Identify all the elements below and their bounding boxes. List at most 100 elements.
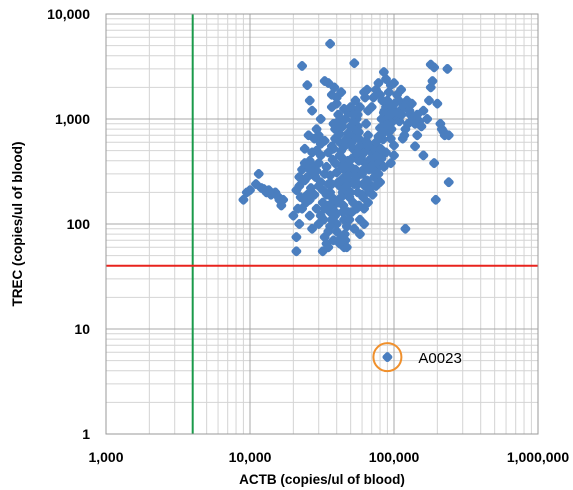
data-point	[291, 232, 302, 243]
annotation-circle	[372, 342, 403, 373]
data-point	[297, 203, 308, 214]
data-point	[396, 109, 407, 120]
data-point	[397, 133, 408, 144]
data-point	[299, 143, 310, 154]
data-point	[352, 179, 363, 190]
data-point	[337, 207, 348, 217]
data-point	[350, 95, 361, 106]
y-tick-label: 10	[74, 321, 90, 337]
data-point	[336, 87, 347, 98]
data-point	[443, 130, 454, 141]
x-tick-label: 1,000,000	[507, 449, 569, 465]
data-point	[378, 67, 389, 77]
data-point	[400, 223, 411, 234]
data-point	[377, 95, 388, 106]
data-point	[333, 109, 344, 120]
data-point	[430, 194, 441, 205]
x-tick-label: 100,000	[369, 449, 420, 465]
data-point	[326, 179, 337, 190]
data-point	[323, 242, 334, 253]
data-point	[313, 219, 324, 229]
data-point	[336, 192, 347, 203]
data-point	[245, 185, 255, 196]
data-point	[354, 214, 365, 225]
data-point	[382, 352, 393, 363]
data-point	[311, 124, 322, 135]
data-point	[373, 168, 384, 179]
data-point	[307, 147, 318, 158]
data-point	[253, 168, 264, 179]
x-tick-labels: 1,000 10,000 100,000 1,000,000	[88, 449, 569, 465]
data-point	[443, 177, 454, 188]
data-point	[319, 203, 330, 214]
data-point	[350, 164, 361, 175]
data-point	[357, 168, 367, 179]
y-tick-label: 1	[82, 426, 90, 442]
data-point	[323, 147, 334, 158]
data-point	[418, 150, 429, 161]
data-point	[396, 84, 407, 95]
data-point	[319, 76, 330, 86]
data-point	[353, 127, 364, 138]
y-tick-label: 100	[67, 216, 91, 232]
data-point	[315, 138, 326, 149]
data-point	[373, 78, 384, 88]
data-point	[311, 203, 322, 214]
data-point	[299, 158, 310, 169]
data-point	[389, 98, 400, 109]
data-point	[331, 167, 342, 178]
data-point	[389, 78, 399, 88]
data-point	[354, 229, 365, 240]
data-point	[272, 191, 283, 201]
data-point	[381, 119, 392, 130]
data-point	[315, 210, 326, 221]
data-point	[288, 210, 299, 221]
data-point	[330, 207, 341, 217]
data-point	[410, 141, 420, 152]
x-tick-label: 1,000	[88, 449, 123, 465]
data-point	[385, 109, 396, 120]
data-point	[344, 214, 355, 225]
data-point	[307, 105, 318, 116]
data-point	[325, 38, 336, 49]
data-point	[302, 80, 313, 91]
data-point	[339, 103, 350, 114]
data-point	[371, 181, 381, 191]
x-tick-label: 10,000	[229, 449, 272, 465]
data-point	[351, 148, 362, 159]
data-point	[307, 223, 318, 234]
data-point	[315, 150, 326, 161]
data-point	[363, 141, 373, 152]
data-point	[348, 116, 359, 127]
data-point	[291, 246, 302, 257]
data-point	[366, 102, 377, 112]
data-point	[358, 192, 369, 203]
data-point	[294, 219, 305, 229]
y-tick-labels: 10,000 1,000 100 10 1	[47, 6, 90, 442]
data-point	[304, 95, 315, 106]
data-point	[304, 194, 315, 205]
data-point	[337, 121, 348, 132]
data-point	[389, 150, 399, 161]
data-point	[424, 95, 434, 106]
data-point	[416, 121, 427, 132]
data-point	[422, 114, 433, 124]
x-axis-title: ACTB (copies/ul of blood)	[239, 472, 405, 487]
data-point	[337, 153, 348, 164]
plot-border	[105, 13, 539, 435]
data-point	[334, 238, 345, 249]
data-point	[348, 109, 359, 120]
data-point	[378, 134, 389, 145]
data-point	[442, 63, 453, 74]
data-point	[359, 87, 370, 98]
data-point	[427, 76, 438, 86]
data-point	[429, 158, 440, 169]
reference-lines	[106, 14, 538, 434]
data-point	[331, 98, 342, 109]
data-point	[313, 158, 324, 169]
data-point	[349, 223, 360, 234]
data-point	[259, 184, 269, 195]
data-point	[378, 161, 389, 172]
y-axis-title: TREC (copies/ul of blood)	[10, 142, 25, 307]
